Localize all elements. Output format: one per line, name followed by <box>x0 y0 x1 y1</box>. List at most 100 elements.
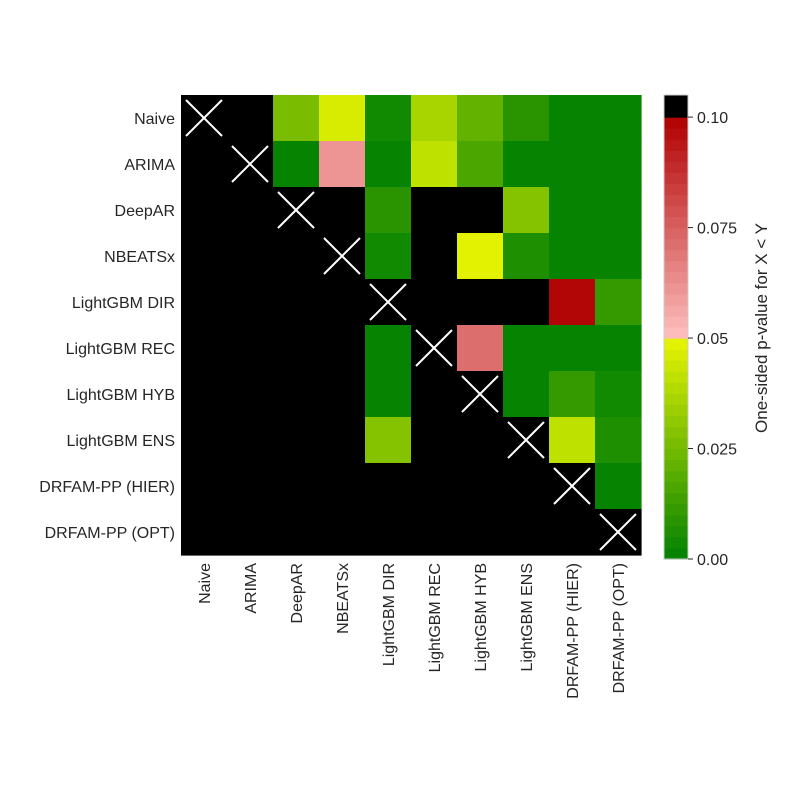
heatmap-cell <box>549 141 596 188</box>
colorbar-bin <box>664 172 688 184</box>
heatmap-cell <box>365 95 412 142</box>
y-tick-label: DRFAM-PP (OPT) <box>45 525 175 542</box>
colorbar-bin <box>664 415 688 428</box>
colorbar-bin <box>664 525 688 538</box>
heatmap-cell <box>227 187 274 234</box>
colorbar-bin <box>664 150 688 162</box>
y-tick-label: Naive <box>134 111 175 128</box>
heatmap-cell <box>273 233 320 280</box>
heatmap-cell <box>411 95 458 142</box>
heatmap-cell <box>365 187 412 234</box>
colorbar-bin <box>664 437 688 450</box>
colorbar-bin <box>664 547 688 560</box>
colorbar-bin <box>664 514 688 527</box>
colorbar-bin <box>664 293 688 306</box>
colorbar-tick-label: 0.00 <box>697 552 728 569</box>
colorbar <box>663 94 689 560</box>
heatmap-cell <box>595 325 642 372</box>
heatmap-cell <box>319 141 366 188</box>
colorbar-bin <box>664 260 688 273</box>
colorbar-bin <box>664 117 688 129</box>
diagonal-x-marker <box>599 513 637 551</box>
heatmap-cell <box>411 463 458 510</box>
diagonal-x-marker <box>415 329 453 367</box>
colorbar-tick-label: 0.10 <box>697 110 728 127</box>
heatmap-cell <box>549 509 596 556</box>
x-tick-label: LightGBM ENS <box>519 563 536 671</box>
colorbar-bin <box>664 481 688 494</box>
heatmap-cell <box>411 187 458 234</box>
colorbar-bin <box>664 271 688 284</box>
heatmap-cell <box>503 233 550 280</box>
heatmap-cell <box>595 187 642 234</box>
heatmap-cell <box>181 463 228 510</box>
diagonal-x-marker <box>185 99 223 137</box>
colorbar-bin <box>664 470 688 483</box>
heatmap-cell <box>227 233 274 280</box>
colorbar-bin <box>664 238 688 251</box>
colorbar-bin <box>664 492 688 505</box>
colorbar-label: One-sided p-value for X < Y <box>752 223 771 433</box>
heatmap-cell <box>319 95 366 142</box>
heatmap-cell <box>181 417 228 464</box>
heatmap-cell <box>273 463 320 510</box>
heatmap-cell <box>503 141 550 188</box>
colorbar-bin <box>664 216 688 229</box>
heatmap-cell <box>503 279 550 326</box>
diagonal-markers <box>185 99 637 551</box>
heatmap-cell <box>181 509 228 556</box>
heatmap-cell <box>227 371 274 418</box>
colorbar-bin <box>664 371 688 383</box>
colorbar-bin <box>664 304 688 317</box>
heatmap-cell <box>503 463 550 510</box>
heatmap-cell <box>319 417 366 464</box>
heatmap-cell <box>457 325 504 372</box>
heatmap-cell <box>181 233 228 280</box>
heatmap-cell <box>227 463 274 510</box>
diagonal-x-marker <box>553 467 591 505</box>
heatmap-cell <box>181 187 228 234</box>
heatmap-cell <box>273 279 320 326</box>
heatmap-cell <box>457 187 504 234</box>
heatmap-cell <box>365 463 412 510</box>
heatmap-cell <box>503 325 550 372</box>
x-tick-labels: Naive ARIMA DeepAR NBEATSx LightGBM DIR Light… <box>197 563 628 699</box>
heatmap-cell <box>411 371 458 418</box>
heatmap-cell <box>227 325 274 372</box>
x-tick-label: DeepAR <box>289 563 306 623</box>
heatmap-cell <box>457 95 504 142</box>
heatmap-cell <box>503 95 550 142</box>
colorbar-bin <box>664 349 688 361</box>
heatmap-cell <box>549 371 596 418</box>
colorbar-bin <box>664 95 688 107</box>
heatmap-cell <box>227 509 274 556</box>
heatmap-cell <box>273 95 320 142</box>
heatmap-cell <box>365 417 412 464</box>
colorbar-bin <box>664 161 688 173</box>
y-tick-labels: Naive ARIMA DeepAR NBEATSx LightGBM DIR Light… <box>39 111 175 542</box>
diagonal-x-marker <box>231 145 269 183</box>
heatmap-cell <box>595 371 642 418</box>
heatmap-cell <box>227 417 274 464</box>
colorbar-bin <box>664 315 688 328</box>
colorbar-bin <box>664 426 688 439</box>
x-tick-label: NBEATSx <box>335 563 352 634</box>
x-tick-label: DRFAM-PP (OPT) <box>611 563 628 693</box>
y-tick-label: DeepAR <box>115 203 175 220</box>
y-tick-label: ARIMA <box>124 157 175 174</box>
heatmap-cell <box>411 417 458 464</box>
diagonal-x-marker <box>461 375 499 413</box>
colorbar-bin <box>664 404 688 416</box>
y-tick-label: LightGBM REC <box>66 341 175 358</box>
heatmap-cell <box>503 371 550 418</box>
heatmap-cell <box>595 463 642 510</box>
heatmap-cell <box>319 279 366 326</box>
heatmap-cell <box>549 325 596 372</box>
colorbar-bin <box>664 227 688 240</box>
heatmap-cell <box>227 279 274 326</box>
colorbar-bin <box>664 128 688 140</box>
colorbar-bin <box>664 503 688 516</box>
x-tick-label: LightGBM HYB <box>473 563 490 671</box>
heatmap-cell <box>457 463 504 510</box>
heatmap-cell <box>411 141 458 188</box>
